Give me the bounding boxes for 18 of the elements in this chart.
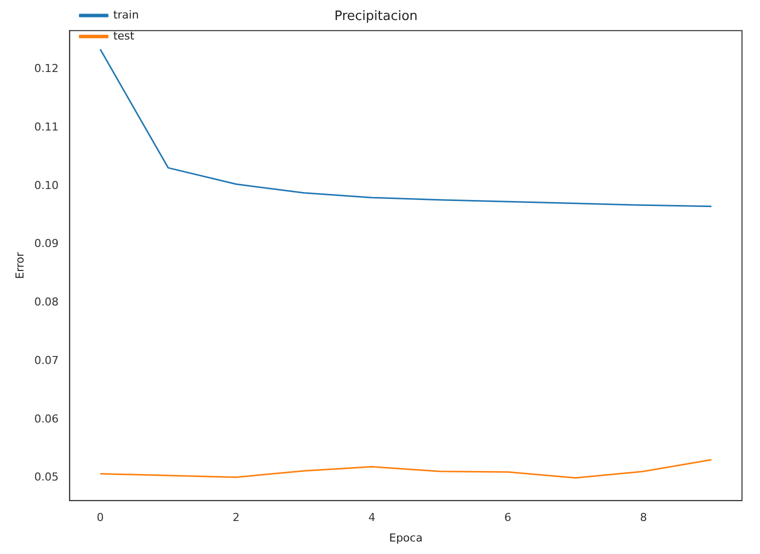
x-tick-label: 8 — [640, 511, 648, 524]
legend-label: test — [113, 29, 136, 42]
y-axis-title: Error — [13, 252, 26, 280]
y-tick-label: 0.09 — [34, 237, 59, 250]
y-tick-label: 0.11 — [34, 120, 59, 134]
chart-title: Precipitacion — [334, 9, 418, 24]
y-tick-label: 0.12 — [34, 62, 59, 75]
x-tick-label: 4 — [368, 511, 376, 524]
y-tick-label: 0.08 — [34, 296, 59, 309]
y-tick-label: 0.10 — [34, 178, 59, 192]
y-tick-label: 0.07 — [34, 354, 59, 367]
x-axis-title: Epoca — [389, 531, 423, 544]
y-tick-label: 0.05 — [34, 470, 59, 484]
legend-label: train — [113, 8, 139, 22]
y-tick-label: 0.06 — [34, 412, 59, 426]
x-tick-label: 2 — [232, 511, 240, 524]
x-tick-label: 6 — [504, 511, 512, 524]
x-tick-label: 0 — [96, 511, 104, 524]
